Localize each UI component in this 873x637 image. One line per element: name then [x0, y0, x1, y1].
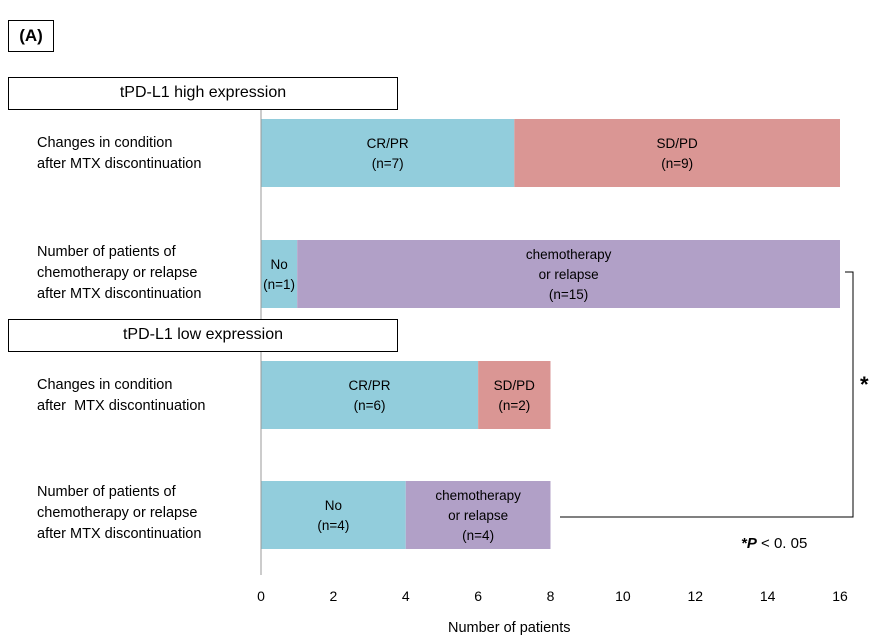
data-label-row1-seg1-line0: chemotherapy	[526, 247, 612, 262]
row-label-high-changes: Changes in condition after MTX discontin…	[37, 135, 202, 172]
data-label-row1-seg1-line1: or relapse	[539, 267, 599, 282]
bar-segment-row1-seg0	[261, 240, 298, 308]
bar-segment-row2-seg1	[478, 361, 551, 429]
data-label-row3-seg1-line1: or relapse	[448, 508, 508, 523]
group-label-low: tPD-L1 low expression	[8, 319, 398, 352]
bar-segment-row0-seg1	[514, 119, 840, 187]
x-tick-label-6: 6	[474, 588, 482, 604]
row-label-high-chemo: Number of patients of chemotherapy or re…	[37, 244, 202, 302]
data-label-row2-seg1-line1: (n=2)	[498, 398, 530, 413]
data-label-row0-seg1-line0: SD/PD	[657, 136, 699, 151]
x-tick-label-12: 12	[687, 588, 703, 604]
bar-segment-row2-seg0	[261, 361, 479, 429]
bar-segment-row1-seg1	[297, 240, 840, 308]
data-label-row1-seg0-line0: No	[270, 257, 287, 272]
data-label-row3-seg0-line1: (n=4)	[317, 518, 349, 533]
x-tick-label-8: 8	[547, 588, 555, 604]
row-label-low-chemo: Number of patients of chemotherapy or re…	[37, 484, 202, 542]
p-value-threshold: < 0. 05	[756, 535, 808, 552]
x-tick-label-16: 16	[832, 588, 848, 604]
data-label-row2-seg0-line0: CR/PR	[349, 378, 391, 393]
significance-bracket	[560, 271, 854, 518]
significance-marker: *	[860, 372, 869, 397]
x-tick-label-0: 0	[257, 588, 265, 604]
data-label-row0-seg0-line0: CR/PR	[367, 136, 409, 151]
data-label-row1-seg1-line2: (n=15)	[549, 287, 588, 302]
data-label-row0-seg0-line1: (n=7)	[372, 156, 404, 171]
group-label-high: tPD-L1 high expression	[8, 77, 398, 110]
x-axis-label: Number of patients	[448, 620, 571, 636]
data-label-row1-seg0-line1: (n=1)	[263, 277, 295, 292]
p-value-note: *P < 0. 05	[741, 535, 807, 552]
row-label-low-changes: Changes in condition after MTX discontin…	[37, 377, 206, 414]
data-label-row0-seg1-line1: (n=9)	[661, 156, 693, 171]
bar-segment-row0-seg0	[261, 119, 515, 187]
data-label-row3-seg1-line2: (n=4)	[462, 528, 494, 543]
panel-label: (A)	[8, 20, 54, 52]
p-value-symbol: *P	[741, 535, 757, 552]
data-label-row3-seg1-line0: chemotherapy	[435, 488, 521, 503]
x-tick-label-4: 4	[402, 588, 410, 604]
x-tick-label-14: 14	[760, 588, 776, 604]
data-label-row2-seg1-line0: SD/PD	[494, 378, 536, 393]
x-tick-label-10: 10	[615, 588, 631, 604]
bar-segment-row3-seg0	[261, 481, 406, 549]
x-tick-label-2: 2	[329, 588, 337, 604]
bar-segment-row3-seg1	[405, 481, 551, 549]
data-label-row2-seg0-line1: (n=6)	[354, 398, 386, 413]
data-label-row3-seg0-line0: No	[325, 498, 342, 513]
